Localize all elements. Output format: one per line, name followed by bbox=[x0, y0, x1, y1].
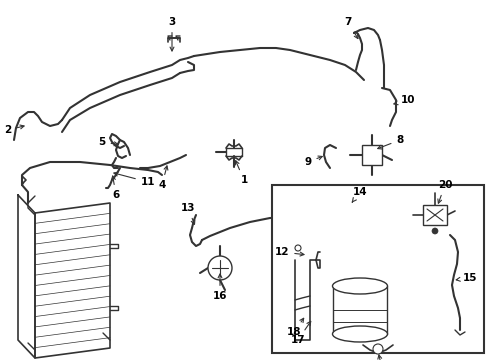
Circle shape bbox=[294, 245, 301, 251]
Circle shape bbox=[207, 256, 231, 280]
Text: 19: 19 bbox=[375, 355, 389, 360]
Text: 13: 13 bbox=[181, 203, 195, 224]
Text: 3: 3 bbox=[168, 17, 175, 51]
Text: 9: 9 bbox=[304, 156, 322, 167]
Ellipse shape bbox=[332, 326, 386, 342]
Text: 6: 6 bbox=[111, 176, 120, 200]
Bar bbox=[361, 145, 381, 165]
Text: 7: 7 bbox=[344, 17, 357, 39]
Text: 20: 20 bbox=[437, 180, 451, 203]
Text: 2: 2 bbox=[4, 125, 24, 135]
Text: 15: 15 bbox=[455, 273, 476, 283]
Text: 11: 11 bbox=[114, 172, 155, 187]
Ellipse shape bbox=[332, 278, 386, 294]
Text: 14: 14 bbox=[351, 187, 366, 202]
Text: 4: 4 bbox=[158, 166, 167, 190]
Text: 17: 17 bbox=[290, 321, 310, 345]
Text: 5: 5 bbox=[98, 137, 118, 147]
Text: 18: 18 bbox=[286, 318, 303, 337]
Circle shape bbox=[431, 228, 437, 234]
Text: 12: 12 bbox=[274, 247, 304, 257]
Bar bbox=[271, 185, 483, 353]
Text: 10: 10 bbox=[393, 95, 414, 105]
Text: 1: 1 bbox=[235, 161, 247, 185]
Text: 8: 8 bbox=[377, 135, 403, 149]
Bar bbox=[422, 205, 446, 225]
Text: 16: 16 bbox=[212, 274, 227, 301]
Circle shape bbox=[372, 344, 382, 354]
